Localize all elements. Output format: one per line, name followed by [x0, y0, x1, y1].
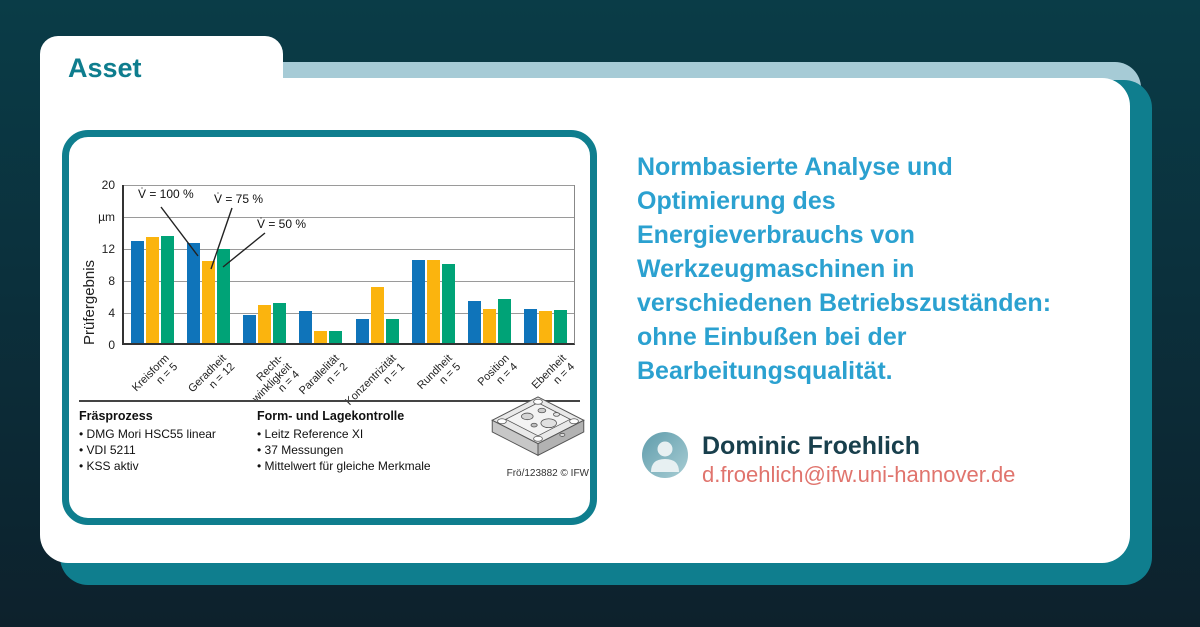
- bar-group: [462, 185, 518, 343]
- y-tick-label: µm: [98, 210, 115, 224]
- asset-title-line: Energieverbrauchs von: [637, 221, 915, 249]
- chart-footer-control: Form- und Lagekontrolle Leitz Reference …: [257, 408, 431, 474]
- avatar: [642, 432, 688, 478]
- author-block: Dominic Froehlich d.froehlich@ifw.uni-ha…: [642, 432, 1015, 490]
- asset-title-line: Bearbeitungsqualität.: [637, 357, 893, 385]
- bar: [483, 308, 497, 343]
- asset-title-line: Werkzeugmaschinen in: [637, 255, 915, 283]
- footer-control-item: 37 Messungen: [257, 442, 431, 458]
- y-tick-label: 20: [101, 178, 115, 192]
- legend-series-75: V̇ = 75 %: [214, 192, 264, 206]
- bar: [498, 299, 512, 343]
- chart-footer-process: Fräsprozess DMG Mori HSC55 linear VDI 52…: [79, 408, 216, 474]
- bar-group: [124, 185, 180, 343]
- gridline: [124, 217, 574, 218]
- bar: [145, 237, 159, 343]
- workpiece-drawing: [491, 396, 585, 457]
- bar: [160, 235, 174, 343]
- bar: [201, 260, 215, 343]
- bar-group: [180, 185, 236, 343]
- chart-figure: Prüfergebnis 20 µm 12 8 4 0 V̇ = 100 % V̇ = 7…: [62, 130, 597, 525]
- asset-title-line: ohne Einbußen bei der: [637, 323, 907, 351]
- bar-chart-plot: V̇ = 100 % V̇ = 75 % V̇ = 50 %: [122, 185, 575, 345]
- bar: [258, 304, 272, 343]
- footer-control-title: Form- und Lagekontrolle: [257, 409, 405, 423]
- person-icon: [651, 441, 679, 472]
- y-tick-label: 4: [108, 306, 115, 320]
- y-axis-label: Prüfergebnis: [81, 259, 98, 345]
- author-email-link[interactable]: d.froehlich@ifw.uni-hannover.de: [702, 462, 1016, 487]
- asset-card: Prüfergebnis 20 µm 12 8 4 0 V̇ = 100 % V̇ = 7…: [40, 78, 1130, 563]
- bar-group: [518, 185, 574, 343]
- bar-group: [349, 185, 405, 343]
- gridline: [124, 313, 574, 314]
- bar: [385, 319, 399, 343]
- bar: [355, 319, 369, 343]
- bar-series: [124, 185, 574, 343]
- asset-tab: Asset: [40, 36, 283, 120]
- bar: [314, 331, 328, 343]
- author-name: Dominic Froehlich: [702, 432, 921, 460]
- bar: [130, 240, 144, 343]
- footer-process-item: VDI 5211: [79, 442, 216, 458]
- legend-series-100: V̇ = 100 %: [138, 187, 194, 201]
- y-tick-label: 0: [108, 338, 115, 352]
- footer-control-item: Mittelwert für gleiche Merkmale: [257, 458, 431, 474]
- bar-group: [237, 185, 293, 343]
- bar: [273, 303, 287, 343]
- bar: [186, 243, 200, 343]
- asset-title-line: Optimierung des: [637, 187, 836, 215]
- figure-credit: Frö/123882 © IFW: [506, 468, 589, 479]
- bar: [554, 310, 568, 343]
- bar: [370, 287, 384, 343]
- bar: [411, 259, 425, 343]
- y-tick-label: 12: [101, 242, 115, 256]
- y-tick-label: 8: [108, 274, 115, 288]
- asset-title-line: Normbasierte Analyse und: [637, 153, 953, 181]
- bar: [468, 300, 482, 343]
- bar-group: [293, 185, 349, 343]
- footer-process-item: DMG Mori HSC55 linear: [79, 426, 216, 442]
- footer-process-title: Fräsprozess: [79, 409, 153, 423]
- bar: [329, 331, 343, 343]
- bar: [243, 315, 257, 343]
- gridline: [124, 185, 574, 186]
- bar-group: [405, 185, 461, 343]
- asset-title: Normbasierte Analyse und Optimierung des…: [637, 150, 1125, 388]
- bar: [216, 249, 230, 343]
- bar: [441, 263, 455, 343]
- bar: [524, 308, 538, 343]
- bar: [539, 311, 553, 343]
- bar: [426, 259, 440, 343]
- asset-title-line: verschiedenen Betriebszuständen:: [637, 289, 1052, 317]
- footer-control-item: Leitz Reference XI: [257, 426, 431, 442]
- gridline: [124, 249, 574, 250]
- footer-process-item: KSS aktiv: [79, 458, 216, 474]
- bar: [299, 311, 313, 343]
- gridline: [124, 281, 574, 282]
- chart-footer-divider: [79, 400, 580, 402]
- legend-series-50: V̇ = 50 %: [257, 217, 307, 231]
- asset-tab-label: Asset: [68, 53, 142, 83]
